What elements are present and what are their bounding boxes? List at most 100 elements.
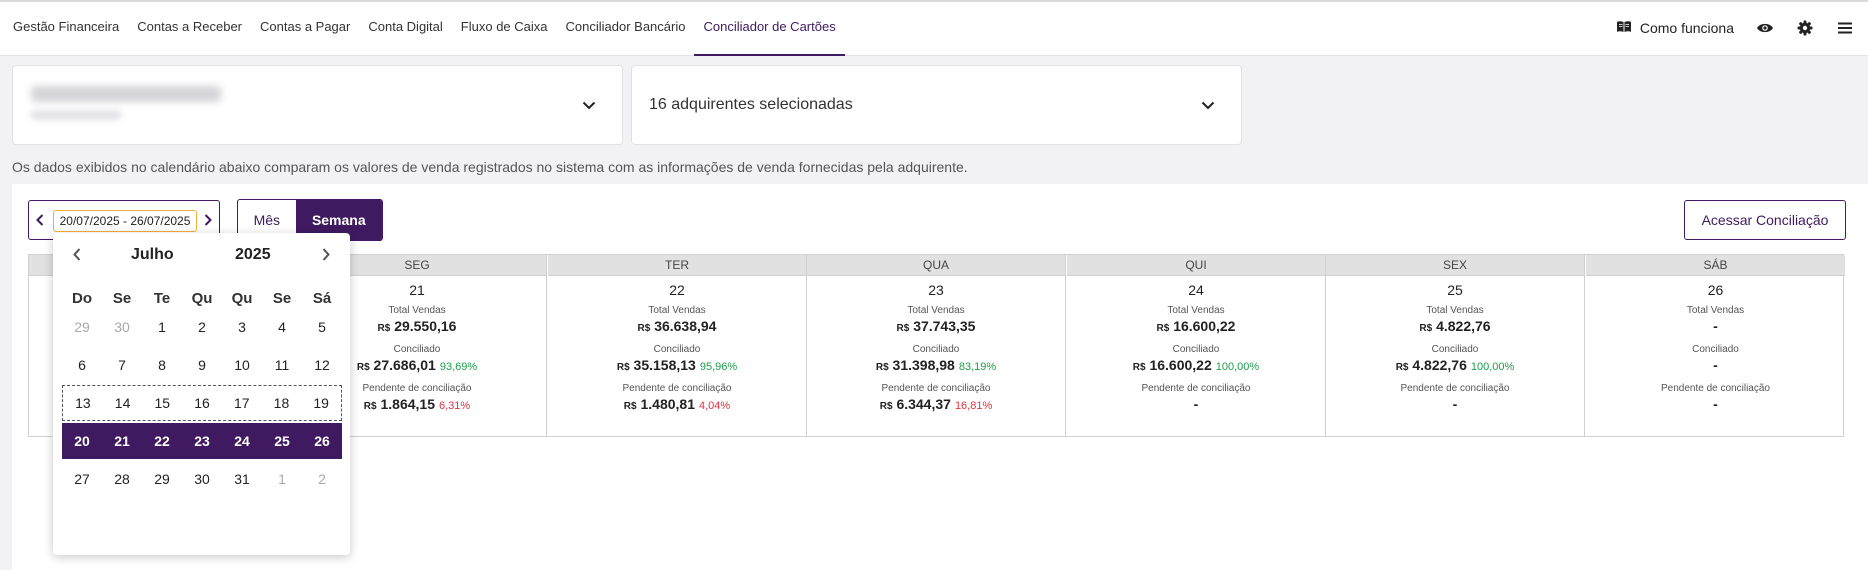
module-tabs: Gestão Financeira Contas a Receber Conta…	[4, 0, 845, 56]
picker-day[interactable]: 15	[154, 395, 171, 411]
picker-day[interactable]: 3	[238, 319, 246, 335]
reconciled-value: -	[1586, 357, 1845, 375]
how-it-works-label: Como funciona	[1639, 20, 1734, 36]
picker-day[interactable]: 26	[314, 433, 330, 449]
picker-day[interactable]: 28	[114, 471, 130, 487]
day-column[interactable]: QUA 23 Total Vendas R$ 37.743,35 Conciliado R…	[807, 255, 1066, 436]
picker-day[interactable]: 30	[194, 471, 210, 487]
pending-percent: 16,81%	[954, 400, 993, 412]
picker-day[interactable]: 2	[198, 319, 206, 335]
tab-conciliador-bancario[interactable]: Conciliador Bancário	[565, 19, 686, 34]
chevron-right-icon[interactable]	[201, 212, 215, 228]
currency-symbol: R$	[363, 401, 377, 412]
picker-day[interactable]: 20	[74, 433, 90, 449]
hamburger-menu-icon[interactable]	[1836, 19, 1854, 37]
picker-day[interactable]: 7	[118, 357, 126, 373]
picker-day[interactable]: 17	[233, 395, 250, 411]
chevron-left-icon[interactable]	[33, 212, 47, 228]
gear-icon[interactable]	[1796, 19, 1814, 37]
picker-day[interactable]: 25	[274, 433, 290, 449]
picker-day[interactable]: 29	[154, 471, 170, 487]
chevron-down-icon	[1201, 97, 1215, 115]
picker-day[interactable]: 11	[274, 357, 290, 373]
total-sales-label: Total Vendas	[1167, 305, 1225, 316]
picker-day[interactable]: 1	[158, 319, 166, 335]
eye-icon[interactable]	[1756, 19, 1774, 37]
picker-day[interactable]: 31	[234, 471, 250, 487]
picker-day[interactable]: 13	[75, 395, 91, 411]
day-number: 25	[1447, 282, 1463, 298]
nav-actions: Como funciona	[1616, 0, 1854, 56]
tab-gestao-financeira[interactable]: Gestão Financeira	[13, 19, 120, 34]
picker-day[interactable]: 19	[313, 395, 329, 411]
picker-day[interactable]: 21	[114, 433, 130, 449]
tab-conta-digital[interactable]: Conta Digital	[368, 19, 443, 34]
day-column[interactable]: SÁB 26 Total Vendas - Conciliado - Pendente de…	[1586, 255, 1845, 436]
picker-year[interactable]: 2025	[235, 246, 271, 263]
picker-day[interactable]: 10	[234, 357, 250, 373]
picker-week-row[interactable]: 6 7 8 9 10 11 12	[62, 347, 342, 383]
day-column[interactable]: QUI 24 Total Vendas R$ 16.600,22 Conciliado R…	[1067, 255, 1326, 436]
access-reconciliation-button[interactable]: Acessar Conciliação	[1684, 200, 1846, 240]
picker-week-row[interactable]: 27 28 29 30 31 1 2	[62, 461, 342, 497]
total-sales-label: Total Vendas	[648, 305, 706, 316]
picker-day[interactable]: 2	[318, 471, 326, 487]
tab-fluxo-de-caixa[interactable]: Fluxo de Caixa	[460, 19, 548, 34]
picker-day[interactable]: 4	[278, 319, 286, 335]
reconciled-value: R$ 4.822,76 100,00%	[1326, 357, 1584, 375]
acquirers-select[interactable]: 16 adquirentes selecionadas	[631, 65, 1242, 145]
picker-day[interactable]: 12	[314, 357, 330, 373]
picker-day[interactable]: 5	[318, 319, 326, 335]
reconciled-label: Conciliado	[1692, 344, 1739, 355]
pending-value: R$ 1.480,81 4,04%	[548, 396, 806, 414]
picker-week-row[interactable]: 20 21 22 23 24 25 26	[62, 423, 342, 459]
top-divider	[0, 0, 1868, 2]
reconciled-amount: -	[1713, 357, 1718, 373]
total-amount: 4.822,76	[1436, 318, 1491, 334]
picker-week-row[interactable]: 29 30 1 2 3 4 5	[62, 309, 342, 345]
picker-day[interactable]: 16	[194, 395, 210, 411]
tab-contas-a-pagar[interactable]: Contas a Pagar	[260, 19, 351, 34]
picker-day[interactable]: 18	[273, 395, 290, 411]
picker-week-row[interactable]: 13 14 15 16 17 18 19	[62, 385, 342, 421]
picker-day[interactable]: 29	[74, 319, 90, 335]
picker-day[interactable]: 14	[114, 395, 131, 411]
picker-day[interactable]: 27	[74, 471, 90, 487]
pending-amount: -	[1193, 396, 1199, 412]
reconciled-percent: 100,00%	[1470, 361, 1515, 373]
currency-symbol: R$	[875, 362, 889, 373]
total-amount: -	[1713, 318, 1718, 334]
reconciled-percent: 100,00%	[1215, 361, 1260, 373]
day-column[interactable]: SEG 21 Total Vendas R$ 29.550,16 Conciliado R…	[288, 255, 547, 436]
pending-value: -	[1326, 396, 1584, 414]
chevron-left-icon[interactable]	[73, 248, 81, 266]
picker-day[interactable]: 9	[198, 357, 206, 373]
day-number: 23	[928, 282, 944, 298]
picker-day[interactable]: 8	[158, 357, 166, 373]
picker-day[interactable]: 24	[234, 433, 250, 449]
reconciled-value: R$ 31.398,98 83,19%	[807, 357, 1065, 375]
picker-month[interactable]: Julho	[131, 246, 174, 263]
total-value: R$ 37.743,35	[807, 318, 1065, 336]
tab-conciliador-de-cartoes[interactable]: Conciliador de Cartões	[694, 0, 845, 56]
picker-day[interactable]: 6	[78, 357, 86, 373]
currency-symbol: R$	[1156, 323, 1170, 334]
chevron-right-icon[interactable]	[322, 248, 330, 266]
toggle-month-button[interactable]: Mês	[253, 212, 281, 228]
tab-contas-a-receber[interactable]: Contas a Receber	[137, 19, 243, 34]
company-name-redacted	[31, 86, 221, 102]
picker-day[interactable]: 23	[194, 433, 210, 449]
company-select[interactable]	[12, 65, 623, 145]
day-column[interactable]: TER 22 Total Vendas R$ 36.638,94 Conciliado R…	[548, 255, 807, 436]
how-it-works-link[interactable]: Como funciona	[1616, 20, 1734, 37]
currency-symbol: R$	[1132, 362, 1146, 373]
currency-symbol: R$	[879, 401, 893, 412]
reconciled-value: R$ 27.686,01 93,69%	[288, 357, 546, 375]
picker-day[interactable]: 22	[154, 433, 170, 449]
date-range-input[interactable]: 20/07/2025 - 26/07/2025	[53, 210, 197, 232]
pending-value: -	[1586, 396, 1845, 414]
picker-day[interactable]: 30	[114, 319, 130, 335]
day-column[interactable]: SEX 25 Total Vendas R$ 4.822,76 Conciliado R$…	[1326, 255, 1585, 436]
picker-day[interactable]: 1	[278, 471, 286, 487]
total-sales-label: Total Vendas	[388, 305, 446, 316]
